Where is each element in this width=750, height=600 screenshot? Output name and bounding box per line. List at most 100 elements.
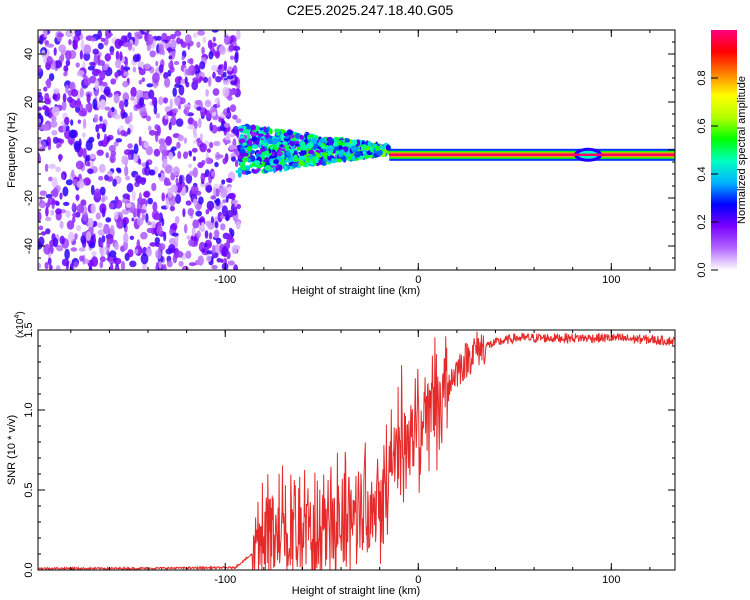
noise-cell [198, 76, 204, 82]
noise-cell [229, 55, 235, 61]
spectrogram-cells [38, 30, 675, 270]
noise-cell [190, 185, 199, 195]
noise-cell [234, 53, 239, 64]
noise-cell [123, 149, 132, 156]
noise-cell [211, 30, 219, 33]
noise-cell [114, 242, 119, 251]
noise-cell [109, 46, 115, 53]
noise-cell [174, 76, 181, 85]
noise-cell [138, 97, 145, 107]
noise-cell [189, 57, 194, 65]
noise-cell [172, 87, 177, 97]
signal-cell [300, 145, 306, 151]
noise-cell [172, 108, 179, 114]
noise-cell [53, 237, 59, 248]
noise-cell [90, 184, 95, 196]
noise-cell [83, 77, 92, 86]
signal-cell [299, 155, 306, 161]
line-core [389, 153, 675, 156]
noise-cell [73, 261, 79, 268]
noise-cell [123, 232, 129, 244]
signal-cell [264, 127, 269, 135]
signal-cell [247, 138, 253, 146]
signal-cell [251, 136, 258, 142]
noise-cell [192, 156, 196, 162]
snr-y-multiplier: (x104) [14, 311, 26, 338]
noise-cell [194, 120, 198, 129]
noise-cell [73, 140, 82, 150]
noise-cell [112, 178, 117, 187]
noise-cell [147, 221, 152, 226]
noise-cell [146, 227, 154, 233]
noise-cell [127, 41, 133, 51]
figure-title: C2E5.2025.247.18.40.G05 [287, 2, 454, 18]
signal-cell [269, 145, 274, 150]
noise-cell [88, 266, 93, 270]
noise-cell [44, 163, 49, 172]
colorbar-label: Normalized spectral amplitude [736, 76, 748, 224]
noise-cell [174, 30, 182, 37]
noise-cell [172, 254, 178, 264]
noise-cell [162, 158, 168, 168]
noise-cell [208, 51, 214, 60]
noise-cell [113, 257, 122, 265]
noise-cell [80, 235, 87, 244]
noise-cell [207, 39, 213, 49]
snr-y-label: SNR (10 * v/v) [6, 415, 18, 485]
noise-cell [143, 30, 152, 33]
signal-cell [311, 137, 318, 145]
noise-cell [83, 177, 91, 186]
noise-cell [76, 203, 84, 214]
noise-cell [80, 39, 85, 51]
spectrogram-axes: -100 0 100 -40 -20 0 20 40 [23, 29, 675, 286]
noise-cell [234, 159, 239, 168]
noise-cell [65, 59, 71, 67]
signal-cell [336, 158, 343, 163]
noise-cell [158, 64, 164, 74]
noise-cell [71, 169, 75, 178]
noise-cell [201, 248, 206, 253]
noise-cell [158, 261, 162, 270]
noise-cell [52, 94, 58, 100]
noise-cell [236, 203, 242, 210]
x-tick-label: -100 [214, 274, 236, 286]
noise-cell [124, 99, 129, 108]
noise-cell [205, 220, 212, 227]
noise-cell [142, 262, 147, 270]
noise-cell [195, 210, 202, 217]
snr-series-line [38, 331, 675, 570]
noise-cell [122, 209, 128, 215]
noise-cell [127, 154, 132, 161]
noise-cell [71, 202, 76, 211]
noise-cell [192, 167, 198, 178]
noise-cell [193, 132, 198, 139]
signal-cell [330, 157, 336, 164]
noise-cell [46, 56, 53, 65]
noise-cell [211, 64, 218, 72]
noise-cell [105, 152, 109, 159]
y-tick-label: -40 [23, 238, 35, 254]
snr-plot-area [38, 331, 675, 570]
y-tick-label: 0.5 [23, 482, 35, 497]
signal-cell [323, 159, 327, 163]
noise-cell [93, 220, 98, 227]
noise-cell [134, 31, 142, 38]
noise-cell [38, 106, 43, 111]
noise-cell [148, 169, 156, 176]
noise-cell [58, 153, 62, 162]
noise-cell [100, 99, 107, 109]
noise-cell [198, 117, 202, 128]
noise-cell [88, 136, 95, 143]
noise-cell [170, 39, 177, 50]
noise-cell [62, 124, 66, 134]
noise-cell [154, 237, 160, 244]
x-tick-label: 0 [415, 274, 421, 286]
noise-cell [184, 34, 192, 44]
noise-cell [230, 80, 238, 86]
noise-cell [116, 168, 122, 174]
colorbar-tick-label: 0.2 [696, 214, 708, 229]
noise-cell [168, 55, 173, 60]
noise-cell [202, 36, 207, 44]
noise-cell [206, 250, 214, 255]
noise-cell [123, 71, 129, 77]
